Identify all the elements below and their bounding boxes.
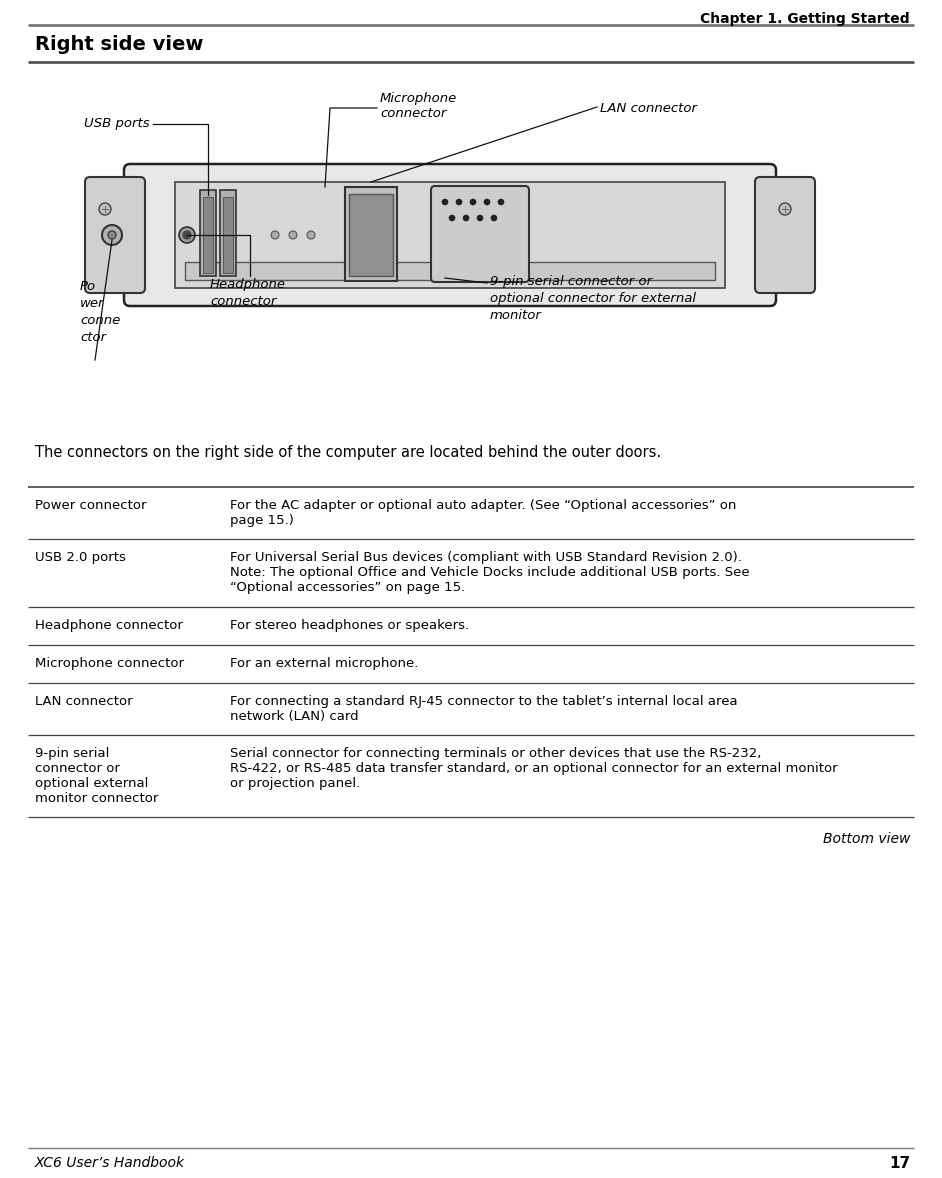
FancyBboxPatch shape xyxy=(124,164,776,306)
Text: For stereo headphones or speakers.: For stereo headphones or speakers. xyxy=(230,618,469,633)
Circle shape xyxy=(99,203,111,216)
Bar xyxy=(200,190,216,276)
Circle shape xyxy=(484,199,490,205)
Text: Microphone
connector: Microphone connector xyxy=(380,92,457,120)
Circle shape xyxy=(498,199,504,205)
Bar xyxy=(349,194,393,276)
Text: Headphone
connector: Headphone connector xyxy=(210,278,286,307)
Bar xyxy=(345,187,397,282)
Text: 9-pin serial
connector or
optional external
monitor connector: 9-pin serial connector or optional exter… xyxy=(35,747,158,805)
Circle shape xyxy=(289,231,297,239)
FancyBboxPatch shape xyxy=(755,177,815,293)
Circle shape xyxy=(271,231,279,239)
Circle shape xyxy=(307,231,315,239)
Text: USB 2.0 ports: USB 2.0 ports xyxy=(35,551,126,564)
Circle shape xyxy=(102,225,122,245)
Circle shape xyxy=(477,216,483,221)
Circle shape xyxy=(779,203,791,216)
Circle shape xyxy=(442,199,448,205)
Bar xyxy=(185,262,715,280)
Text: Headphone connector: Headphone connector xyxy=(35,618,183,633)
Text: XC6 User’s Handbook: XC6 User’s Handbook xyxy=(35,1156,185,1170)
Circle shape xyxy=(108,231,116,239)
Circle shape xyxy=(183,231,191,239)
FancyBboxPatch shape xyxy=(431,186,529,282)
Bar xyxy=(203,197,213,273)
Circle shape xyxy=(179,227,195,243)
Circle shape xyxy=(456,199,462,205)
Text: For the AC adapter or optional auto adapter. (See “Optional accessories” on
page: For the AC adapter or optional auto adap… xyxy=(230,499,737,527)
Text: 17: 17 xyxy=(889,1156,910,1171)
FancyBboxPatch shape xyxy=(85,177,145,293)
Text: Po
wer
conne
ctor: Po wer conne ctor xyxy=(80,280,121,344)
Text: Microphone connector: Microphone connector xyxy=(35,657,184,670)
Text: 9-pin serial connector or
optional connector for external
monitor: 9-pin serial connector or optional conne… xyxy=(490,274,696,322)
Bar xyxy=(220,190,236,276)
Text: For connecting a standard RJ-45 connector to the tablet’s internal local area
ne: For connecting a standard RJ-45 connecto… xyxy=(230,695,738,723)
Text: Chapter 1. Getting Started: Chapter 1. Getting Started xyxy=(700,12,910,26)
Text: Power connector: Power connector xyxy=(35,499,147,512)
Circle shape xyxy=(470,199,476,205)
Text: Serial connector for connecting terminals or other devices that use the RS-232,
: Serial connector for connecting terminal… xyxy=(230,747,837,790)
Text: For an external microphone.: For an external microphone. xyxy=(230,657,418,670)
Circle shape xyxy=(491,216,497,221)
Bar xyxy=(175,181,725,287)
Text: Bottom view: Bottom view xyxy=(822,832,910,846)
Text: Right side view: Right side view xyxy=(35,35,203,54)
Text: The connectors on the right side of the computer are located behind the outer do: The connectors on the right side of the … xyxy=(35,445,661,459)
Text: For Universal Serial Bus devices (compliant with USB Standard Revision 2.0).
Not: For Universal Serial Bus devices (compli… xyxy=(230,551,750,594)
Text: LAN connector: LAN connector xyxy=(600,102,697,115)
Text: LAN connector: LAN connector xyxy=(35,695,133,708)
Text: USB ports: USB ports xyxy=(85,117,150,130)
Circle shape xyxy=(463,216,469,221)
Bar xyxy=(223,197,233,273)
Circle shape xyxy=(449,216,455,221)
